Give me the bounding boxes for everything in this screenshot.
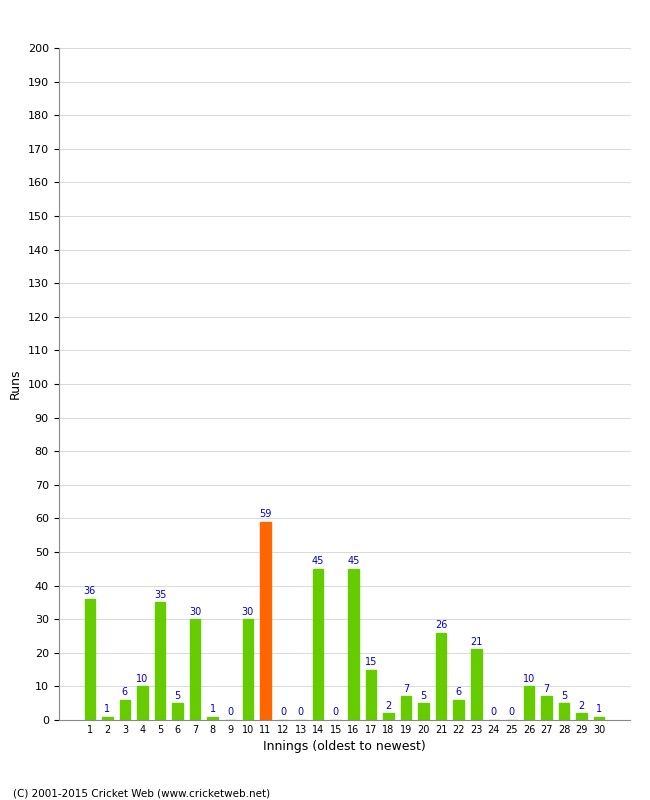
Bar: [454, 700, 464, 720]
Text: 0: 0: [298, 707, 304, 718]
Bar: [541, 697, 552, 720]
Text: (C) 2001-2015 Cricket Web (www.cricketweb.net): (C) 2001-2015 Cricket Web (www.cricketwe…: [13, 788, 270, 798]
Text: 0: 0: [280, 707, 286, 718]
Text: 1: 1: [596, 704, 603, 714]
Bar: [400, 697, 411, 720]
Bar: [594, 717, 604, 720]
Text: 6: 6: [122, 687, 128, 697]
Text: 2: 2: [578, 701, 585, 710]
Bar: [559, 703, 569, 720]
Text: 10: 10: [136, 674, 149, 684]
Bar: [313, 569, 324, 720]
Bar: [102, 717, 112, 720]
Text: 7: 7: [543, 684, 550, 694]
Text: 30: 30: [242, 606, 254, 617]
Bar: [172, 703, 183, 720]
Text: 0: 0: [491, 707, 497, 718]
Bar: [137, 686, 148, 720]
Text: 5: 5: [561, 690, 567, 701]
Bar: [190, 619, 200, 720]
Bar: [365, 670, 376, 720]
Bar: [524, 686, 534, 720]
Bar: [120, 700, 130, 720]
Bar: [348, 569, 359, 720]
Bar: [577, 714, 587, 720]
Text: 2: 2: [385, 701, 391, 710]
Text: 26: 26: [435, 620, 447, 630]
Bar: [260, 522, 270, 720]
Text: 59: 59: [259, 509, 272, 519]
Text: 36: 36: [84, 586, 96, 596]
Bar: [207, 717, 218, 720]
Bar: [155, 602, 165, 720]
Bar: [242, 619, 253, 720]
Text: 5: 5: [174, 690, 181, 701]
Text: 1: 1: [210, 704, 216, 714]
Bar: [436, 633, 447, 720]
Bar: [419, 703, 429, 720]
Text: 45: 45: [347, 556, 359, 566]
Text: 30: 30: [189, 606, 202, 617]
Text: 21: 21: [470, 637, 482, 646]
Text: 6: 6: [456, 687, 462, 697]
Text: 0: 0: [227, 707, 233, 718]
Text: 35: 35: [154, 590, 166, 600]
Text: 0: 0: [333, 707, 339, 718]
Text: 1: 1: [104, 704, 110, 714]
Text: 5: 5: [421, 690, 426, 701]
Text: 7: 7: [403, 684, 409, 694]
X-axis label: Innings (oldest to newest): Innings (oldest to newest): [263, 741, 426, 754]
Y-axis label: Runs: Runs: [9, 369, 22, 399]
Bar: [383, 714, 394, 720]
Bar: [84, 599, 95, 720]
Text: 45: 45: [312, 556, 324, 566]
Text: 10: 10: [523, 674, 535, 684]
Text: 0: 0: [508, 707, 514, 718]
Bar: [471, 650, 482, 720]
Text: 15: 15: [365, 657, 377, 667]
